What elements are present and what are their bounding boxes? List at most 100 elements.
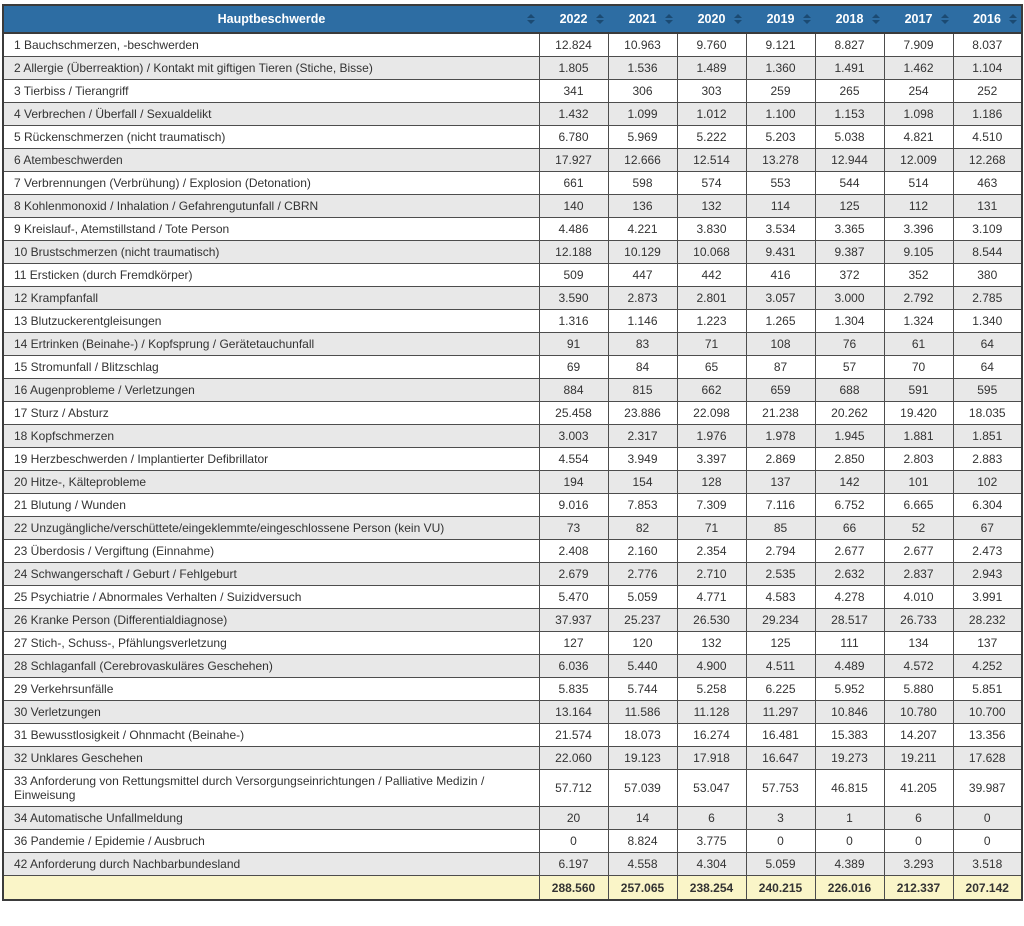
row-value-cell: 8.824 (607, 829, 678, 853)
row-value-cell: 87 (745, 355, 816, 379)
row-value-cell: 12.188 (538, 240, 609, 264)
table-row: 15 Stromunfall / Blitzschlag 69 84 65 87 57 7… (2, 355, 1023, 379)
row-value-cell: 661 (538, 171, 609, 195)
row-value-cell: 13.356 (952, 723, 1023, 747)
row-value-cell: 6 (676, 806, 747, 830)
row-value-cell: 2.679 (538, 562, 609, 586)
column-header-hauptbeschwerde[interactable]: Hauptbeschwerde (3, 5, 539, 34)
row-value-cell: 5.440 (607, 654, 678, 678)
table-row: 31 Bewusstlosigkeit / Ohnmacht (Beinahe-… (2, 723, 1023, 747)
row-value-cell: 5.470 (538, 585, 609, 609)
row-value-cell: 4.489 (814, 654, 885, 678)
total-value-cell: 257.065 (607, 875, 678, 901)
row-value-cell: 39.987 (952, 769, 1023, 807)
sort-icon (664, 14, 673, 24)
table-row: 13 Blutzuckerentgleisungen 1.316 1.146 1.2… (2, 309, 1023, 333)
row-value-cell: 591 (883, 378, 954, 402)
row-value-cell: 3.534 (745, 217, 816, 241)
row-value-cell: 1.978 (745, 424, 816, 448)
row-label-cell: 30 Verletzungen (2, 700, 540, 724)
row-value-cell: 688 (814, 378, 885, 402)
row-value-cell: 0 (745, 829, 816, 853)
row-value-cell: 2.873 (607, 286, 678, 310)
column-header-2021[interactable]: 2021 (608, 5, 677, 34)
row-value-cell: 91 (538, 332, 609, 356)
sort-icon (1008, 14, 1017, 24)
row-value-cell: 17.918 (676, 746, 747, 770)
row-value-cell: 22.060 (538, 746, 609, 770)
row-value-cell: 125 (745, 631, 816, 655)
row-value-cell: 13.164 (538, 700, 609, 724)
column-header-2016[interactable]: 2016 (953, 5, 1022, 34)
row-value-cell: 11.128 (676, 700, 747, 724)
row-value-cell: 6.036 (538, 654, 609, 678)
row-value-cell: 18.035 (952, 401, 1023, 425)
table-row: 22 Unzugängliche/verschüttete/eingeklemm… (2, 516, 1023, 540)
row-value-cell: 1.976 (676, 424, 747, 448)
row-value-cell: 7.116 (745, 493, 816, 517)
column-header-2018[interactable]: 2018 (815, 5, 884, 34)
row-value-cell: 112 (883, 194, 954, 218)
row-label-cell: 32 Unklares Geschehen (2, 746, 540, 770)
sort-icon (595, 14, 604, 24)
row-value-cell: 64 (952, 355, 1023, 379)
row-value-cell: 3.000 (814, 286, 885, 310)
row-value-cell: 7.909 (883, 32, 954, 57)
row-value-cell: 416 (745, 263, 816, 287)
row-value-cell: 509 (538, 263, 609, 287)
row-value-cell: 598 (607, 171, 678, 195)
table-row: 24 Schwangerschaft / Geburt / Fehlgeburt… (2, 562, 1023, 586)
table-row: 1 Bauchschmerzen, -beschwerden 12.824 10.… (2, 32, 1023, 57)
row-label-cell: 26 Kranke Person (Differentialdiagnose) (2, 608, 540, 632)
row-value-cell: 4.252 (952, 654, 1023, 678)
row-value-cell: 6.197 (538, 852, 609, 876)
row-value-cell: 136 (607, 194, 678, 218)
row-value-cell: 2.710 (676, 562, 747, 586)
row-value-cell: 1.153 (814, 102, 885, 126)
row-value-cell: 61 (883, 332, 954, 356)
row-value-cell: 5.969 (607, 125, 678, 149)
row-value-cell: 1.805 (538, 56, 609, 80)
row-value-cell: 4.572 (883, 654, 954, 678)
row-value-cell: 1.012 (676, 102, 747, 126)
row-value-cell: 10.846 (814, 700, 885, 724)
row-value-cell: 128 (676, 470, 747, 494)
row-label-cell: 29 Verkehrsunfälle (2, 677, 540, 701)
row-value-cell: 0 (814, 829, 885, 853)
row-value-cell: 5.258 (676, 677, 747, 701)
row-value-cell: 341 (538, 79, 609, 103)
row-value-cell: 137 (745, 470, 816, 494)
row-value-cell: 1.945 (814, 424, 885, 448)
row-label-cell: 2 Allergie (Überreaktion) / Kontakt mit … (2, 56, 540, 80)
column-header-2022[interactable]: 2022 (539, 5, 608, 34)
row-value-cell: 1.098 (883, 102, 954, 126)
row-value-cell: 2.677 (883, 539, 954, 563)
row-value-cell: 125 (814, 194, 885, 218)
row-value-cell: 3.775 (676, 829, 747, 853)
row-value-cell: 101 (883, 470, 954, 494)
row-value-cell: 154 (607, 470, 678, 494)
row-value-cell: 9.387 (814, 240, 885, 264)
row-value-cell: 16.481 (745, 723, 816, 747)
row-value-cell: 20 (538, 806, 609, 830)
row-value-cell: 1.881 (883, 424, 954, 448)
row-value-cell: 12.944 (814, 148, 885, 172)
column-header-label: 2020 (697, 12, 726, 26)
column-header-2019[interactable]: 2019 (746, 5, 815, 34)
column-header-2020[interactable]: 2020 (677, 5, 746, 34)
row-label-cell: 24 Schwangerschaft / Geburt / Fehlgeburt (2, 562, 540, 586)
row-label-cell: 23 Überdosis / Vergiftung (Einnahme) (2, 539, 540, 563)
row-value-cell: 447 (607, 263, 678, 287)
row-value-cell: 1.851 (952, 424, 1023, 448)
row-value-cell: 12.268 (952, 148, 1023, 172)
row-value-cell: 0 (952, 829, 1023, 853)
row-value-cell: 463 (952, 171, 1023, 195)
row-value-cell: 6.225 (745, 677, 816, 701)
row-value-cell: 65 (676, 355, 747, 379)
row-label-cell: 16 Augenprobleme / Verletzungen (2, 378, 540, 402)
row-value-cell: 4.010 (883, 585, 954, 609)
table-row: 36 Pandemie / Epidemie / Ausbruch 0 8.824… (2, 829, 1023, 853)
row-value-cell: 21.238 (745, 401, 816, 425)
column-header-2017[interactable]: 2017 (884, 5, 953, 34)
row-value-cell: 10.963 (607, 32, 678, 57)
